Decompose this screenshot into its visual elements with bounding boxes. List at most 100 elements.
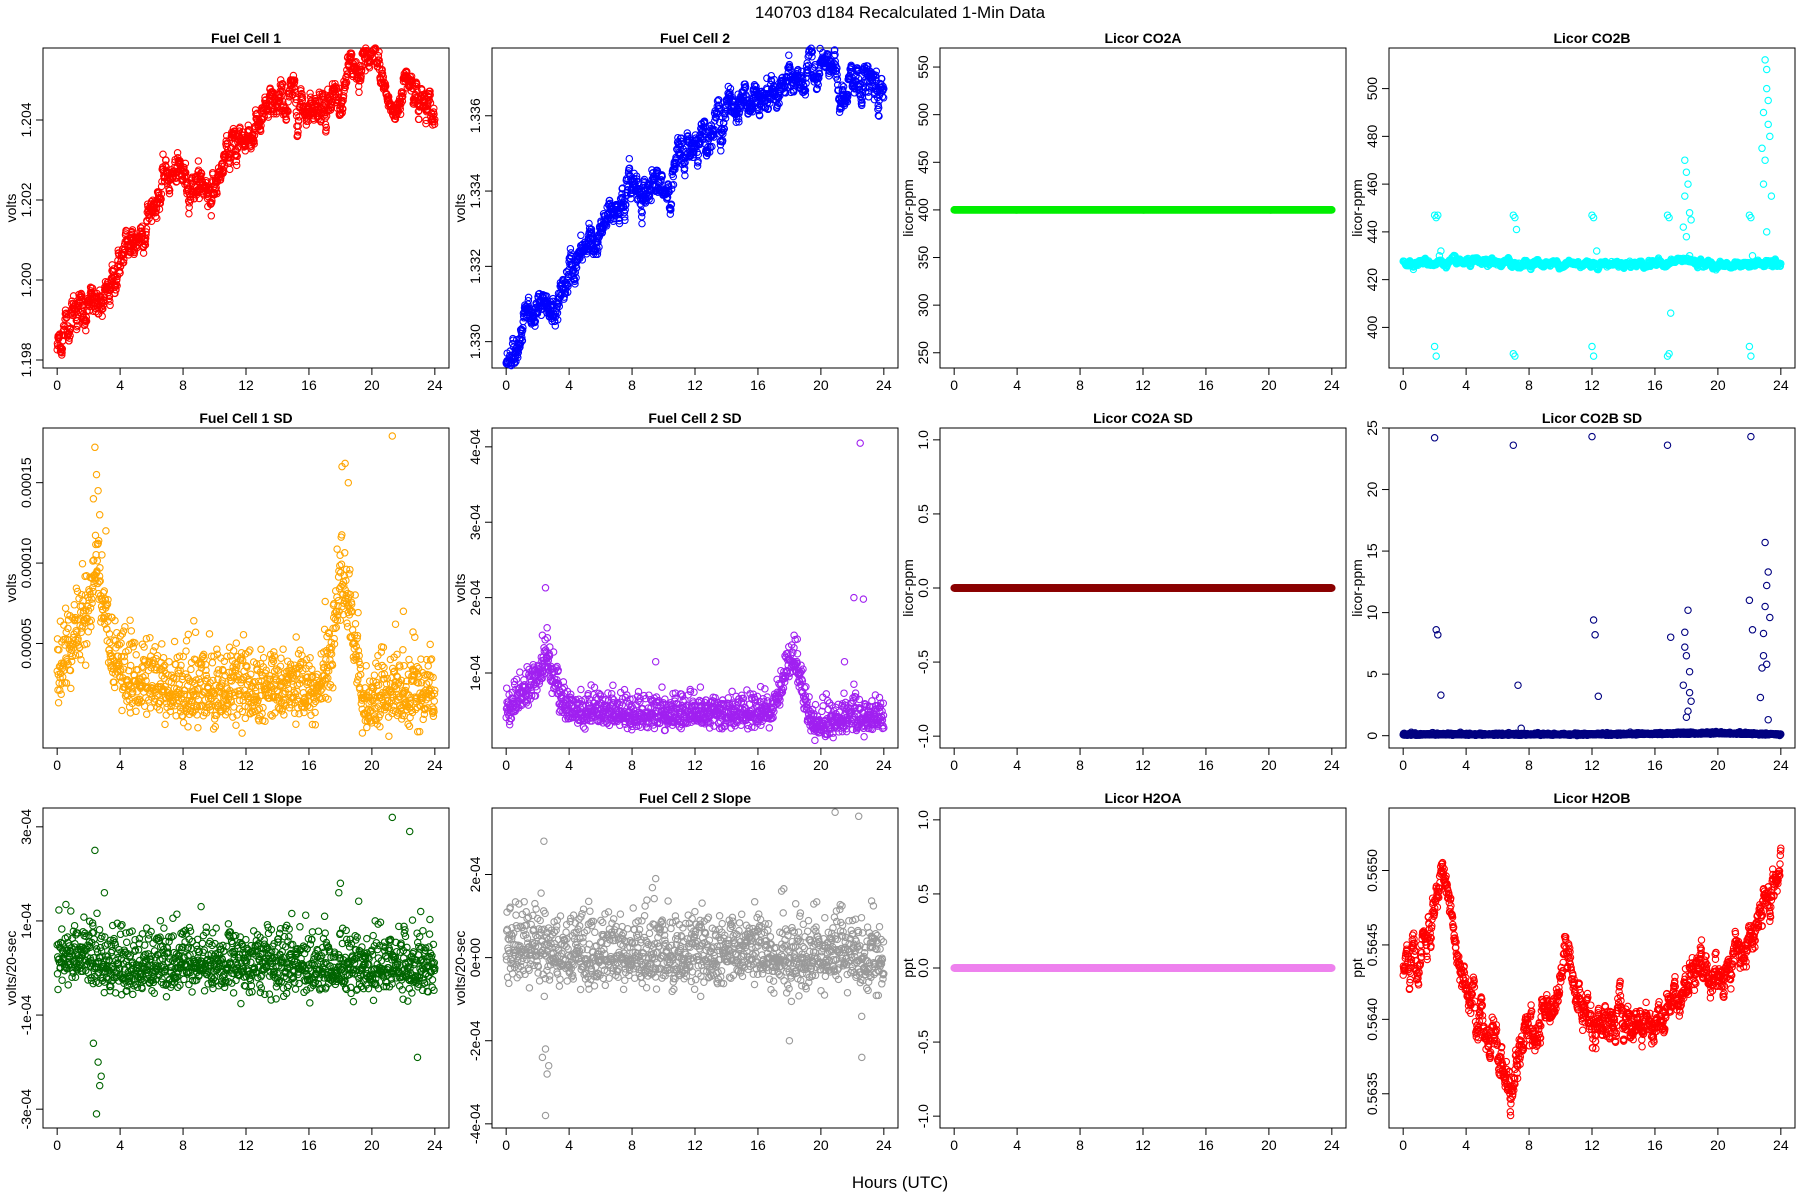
data-point — [100, 296, 108, 305]
y-tick-label: 1.200 — [18, 262, 34, 297]
x-tick-label: 4 — [1013, 377, 1021, 393]
data-points — [1399, 56, 1785, 360]
data-point — [197, 169, 206, 178]
y-tick-label: 1.198 — [18, 342, 34, 377]
x-tick-label: 8 — [179, 377, 187, 393]
figure-title: 140703 d184 Recalculated 1-Min Data — [755, 3, 1046, 22]
data-point — [106, 297, 114, 305]
data-point — [88, 284, 97, 293]
data-point — [185, 209, 193, 218]
x-tick-label: 12 — [1584, 377, 1600, 393]
data-point — [77, 291, 86, 299]
data-point — [194, 157, 203, 165]
y-tick-label: 550 — [915, 55, 931, 79]
data-point — [151, 212, 160, 221]
panel-title: Fuel Cell 1 — [211, 30, 281, 46]
x-tick-label: 16 — [301, 377, 317, 393]
x-tick-label: 8 — [1525, 377, 1533, 393]
panel-title: Fuel Cell 2 — [660, 30, 730, 46]
x-tick-label: 0 — [53, 377, 61, 393]
x-tick-label: 4 — [565, 377, 573, 393]
x-tick-label: 4 — [1462, 377, 1470, 393]
data-point — [162, 156, 170, 165]
data-point — [232, 161, 241, 170]
x-tick-label: 24 — [1324, 377, 1340, 393]
data-point — [98, 312, 106, 320]
y-axis-label: licor-ppm — [900, 179, 916, 237]
plot-frame — [1388, 47, 1796, 369]
y-tick-label: 1.202 — [18, 182, 34, 217]
data-point — [165, 189, 174, 198]
data-point — [195, 194, 203, 203]
x-tick-label: 12 — [238, 377, 254, 393]
data-point — [113, 281, 121, 290]
x-tick-label: 20 — [364, 377, 380, 393]
data-point — [153, 214, 161, 222]
y-axis-label: licor-ppm — [1349, 179, 1365, 237]
x-tick-label: 20 — [1710, 377, 1726, 393]
data-point — [551, 322, 560, 330]
y-tick-label: 400 — [915, 198, 931, 222]
data-points — [502, 44, 888, 370]
data-point — [128, 226, 137, 234]
data-point — [181, 168, 190, 177]
data-point — [120, 256, 128, 264]
data-point — [190, 194, 199, 203]
data-point — [185, 203, 193, 212]
data-point — [577, 231, 585, 240]
data-point — [177, 163, 185, 172]
y-tick-label: 440 — [1364, 220, 1380, 244]
data-point — [207, 212, 216, 220]
data-point — [157, 195, 165, 204]
x-tick-label: 20 — [813, 377, 829, 393]
data-point — [415, 115, 423, 124]
data-point — [119, 258, 128, 267]
data-point — [142, 228, 150, 236]
x-tick-label: 16 — [1647, 377, 1663, 393]
data-point — [213, 189, 221, 198]
x-tick-label: 20 — [1261, 377, 1277, 393]
y-axis-label: volts — [452, 194, 468, 223]
y-tick-label: 460 — [1364, 172, 1380, 196]
data-point — [785, 51, 793, 59]
data-points — [53, 44, 439, 359]
data-point — [173, 149, 182, 157]
y-tick-label: 500 — [915, 103, 931, 127]
figure-xlabel: Hours (UTC) — [852, 1173, 948, 1192]
panel-title: Licor CO2B — [1553, 30, 1630, 46]
data-point — [157, 190, 166, 198]
data-point — [180, 163, 188, 172]
y-axis-label: volts — [3, 194, 19, 223]
data-point — [625, 154, 634, 163]
x-tick-label: 16 — [750, 377, 766, 393]
panel-grid: Fuel Cell 1 volts 0 4 8 12 16 20 24 1.198 1.200 1.2… — [3, 30, 1796, 1153]
x-tick-label: 0 — [1399, 377, 1407, 393]
data-point — [138, 222, 146, 230]
data-point — [58, 349, 66, 357]
data-point — [100, 293, 109, 302]
data-point — [156, 199, 165, 208]
data-point — [72, 325, 81, 334]
y-tick-label: 1.334 — [467, 173, 483, 208]
y-tick-label: 450 — [915, 150, 931, 174]
x-tick-label: 0 — [950, 377, 958, 393]
x-tick-label: 4 — [116, 377, 124, 393]
y-tick-label: 420 — [1364, 268, 1380, 292]
y-tick-label: 1.336 — [467, 98, 483, 133]
data-point — [57, 346, 66, 354]
x-tick-label: 8 — [1076, 377, 1084, 393]
y-tick-label: 250 — [915, 341, 931, 365]
data-point — [58, 345, 67, 353]
y-tick-label: 1.332 — [467, 249, 483, 284]
y-tick-label: 400 — [1364, 316, 1380, 340]
data-point — [106, 301, 114, 310]
data-point — [82, 317, 91, 325]
x-tick-label: 0 — [502, 377, 510, 393]
data-point — [355, 88, 363, 97]
data-point — [142, 224, 151, 233]
data-point — [112, 286, 120, 294]
data-point — [225, 165, 234, 174]
